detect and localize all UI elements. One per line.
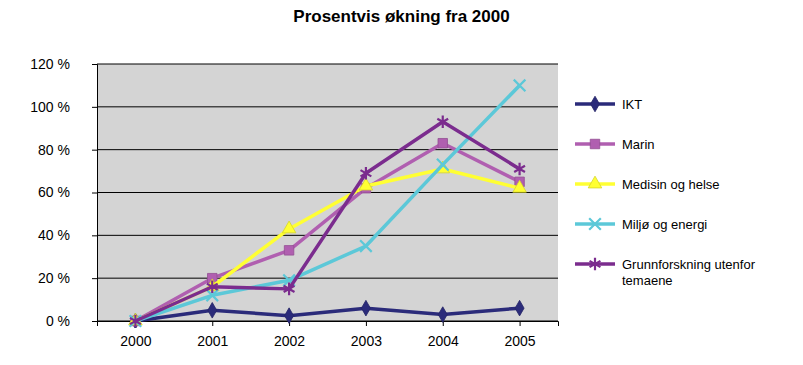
legend-item: IKT [575,96,642,112]
legend-label: Medisin og helse [622,177,720,192]
tick: 2004 [428,321,459,349]
tick-mark [92,278,97,279]
tick-mark [92,150,97,151]
grid-line [97,64,558,65]
tick-mark [92,193,97,194]
tick-mark [520,321,521,326]
legend-item: Medisin og helse [575,176,720,192]
marker [437,159,449,171]
legend-item: Marin [575,137,655,152]
tick: 20 % [38,270,97,286]
legend: IKT Marin Medisin og helse Miljø og energi G… [575,96,756,288]
marker [284,246,293,255]
tick-label: 2003 [351,333,382,349]
grid-line [97,235,558,236]
y-axis: 0 % 20 % 40 % 60 % 80 % 100 % 120 % [30,56,97,329]
axis-line [92,65,98,322]
legend-marker [589,218,601,230]
marker [360,240,372,252]
tick-label: 2001 [197,333,228,349]
legend-item: Miljø og energi [575,217,707,232]
legend-label: Marin [622,137,655,152]
series [129,161,527,325]
tick: 100 % [30,99,97,115]
marker [360,167,371,180]
tick-mark [92,64,97,65]
legend-label: IKT [622,97,642,112]
tick: 2001 [197,321,228,349]
tick: 60 % [38,184,97,200]
tick: 2003 [351,321,382,349]
line [135,169,519,321]
legend-marker [590,139,599,148]
tick-label: 20 % [38,270,70,286]
tick: 0 % [46,313,97,329]
legend-marker [588,176,602,188]
line [135,122,519,321]
legend-item: Grunnforskning utenfortemaene [575,257,756,288]
marker [282,221,296,233]
marker [514,163,525,176]
tick-mark [92,107,97,108]
tick: 120 % [30,56,97,72]
marker [208,303,217,319]
tick-mark [212,321,213,326]
legend-marker [590,258,601,271]
tick-label: 2002 [274,333,305,349]
marker [515,300,524,316]
series [130,80,526,327]
legend-label: Miljø og energi [622,217,707,232]
tick-mark [92,235,97,236]
title: Prosentvis økning fra 2000 [293,7,509,26]
tick: 80 % [38,142,97,158]
tick-label: 2005 [505,333,536,349]
tick-mark [92,321,97,322]
tick-label: 0 % [46,313,70,329]
axis-line [98,322,559,327]
marker [438,138,447,147]
tick-label: 100 % [30,99,70,115]
marker [361,300,370,316]
grid-line [97,192,558,193]
marker [513,180,527,192]
series [130,116,525,328]
tick-label: 60 % [38,184,70,200]
marker [437,116,448,129]
marker [438,307,447,323]
marker [207,280,218,293]
line [135,85,519,321]
marker [130,315,141,328]
tick-label: 120 % [30,56,70,72]
grid-line [97,106,558,107]
tick-label: 2000 [120,333,151,349]
grid [97,64,558,321]
marker [514,80,526,92]
tick-mark [366,321,367,326]
marker [284,283,295,296]
grid-line [97,278,558,279]
chart: Prosentvis økning fra 2000 0 % 20 % 40 % 60 … [0,0,803,365]
x-axis: 2000 2001 2002 2003 2004 2005 [98,321,559,349]
marker [285,308,294,324]
tick-label: 40 % [38,227,70,243]
series-group [129,80,527,328]
legend-label: Grunnforskning utenfortemaene [622,257,756,288]
legend-marker [591,96,600,112]
tick-label: 2004 [428,333,459,349]
line [135,308,519,321]
plot-area [97,64,558,321]
tick: 40 % [38,227,97,243]
tick-label: 80 % [38,142,70,158]
tick: 2002 [274,321,305,349]
tick: 2005 [505,321,536,349]
